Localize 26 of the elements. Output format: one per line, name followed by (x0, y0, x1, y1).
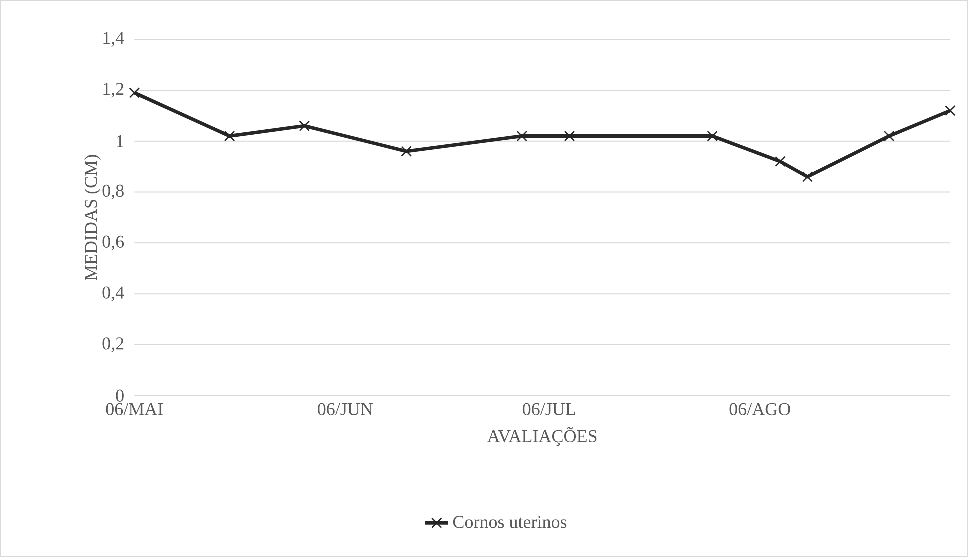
y-tick-label: 1 (117, 136, 124, 148)
x-axis-title: AVALIAÇÕES (488, 428, 597, 446)
point (564, 131, 576, 142)
point (224, 131, 236, 142)
point (945, 106, 956, 116)
y-tick-label: 1,2 (104, 83, 124, 98)
y-tick-label: 0,2 (102, 338, 124, 353)
point (884, 131, 895, 142)
y-tick-label: 0 (116, 390, 124, 402)
point (129, 88, 140, 99)
point (802, 172, 814, 183)
legend-label: Cornos uterinos (453, 516, 567, 528)
x-tick-label: 06/MAI (106, 403, 164, 416)
point (516, 131, 528, 142)
x-tick-label: 06/JUN (318, 403, 374, 416)
y-tick-label: 0,6 (102, 236, 124, 251)
y-axis-title: MEDIDAS (CM) (84, 155, 101, 281)
point (775, 156, 786, 168)
point (299, 120, 310, 132)
point (401, 146, 412, 158)
x-tick-label: 06/AGO (730, 403, 790, 416)
x-tick-label: 06/JUL (523, 403, 576, 416)
y-tick-label: 0,8 (102, 185, 124, 200)
y-tick-label: 1,4 (104, 32, 124, 48)
y-tick-label: 0,4 (102, 286, 124, 302)
point (707, 131, 718, 142)
